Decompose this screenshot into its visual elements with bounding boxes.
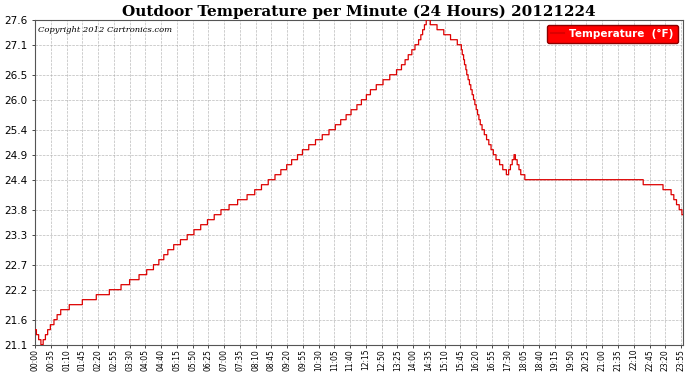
Legend: Temperature  (°F): Temperature (°F) xyxy=(547,25,678,44)
Title: Outdoor Temperature per Minute (24 Hours) 20121224: Outdoor Temperature per Minute (24 Hours… xyxy=(122,4,595,18)
Text: Copyright 2012 Cartronics.com: Copyright 2012 Cartronics.com xyxy=(38,26,172,34)
